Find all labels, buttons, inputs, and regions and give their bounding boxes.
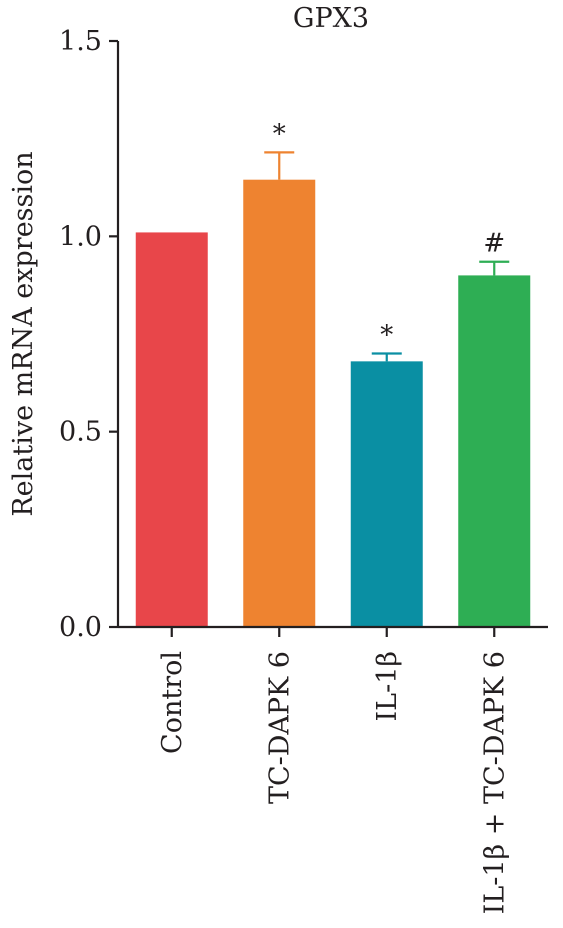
- y-tick-label: 0.5: [59, 417, 102, 448]
- y-tick-label: 0.0: [59, 612, 102, 643]
- x-category-label: Control: [157, 651, 188, 754]
- x-category-label: TC-DAPK 6: [264, 651, 295, 804]
- chart-title: GPX3: [293, 3, 369, 34]
- plot-area: 0.0 0.5 1.0 1.5 Control * TC-DAPK 6 * IL-1β # IL-1…: [59, 26, 531, 914]
- x-category-label: IL-1β: [372, 651, 403, 722]
- bar: [243, 179, 316, 628]
- significance-marker: #: [483, 229, 505, 259]
- y-tick-label: 1.0: [59, 221, 102, 252]
- bar: [458, 275, 531, 627]
- significance-marker: *: [273, 119, 286, 149]
- significance-marker: *: [380, 321, 393, 351]
- x-category-label: IL-1β + TC-DAPK 6: [479, 651, 510, 914]
- y-tick-label: 1.5: [59, 26, 102, 57]
- y-axis-label: Relative mRNA expression: [8, 151, 39, 516]
- bar: [350, 361, 423, 627]
- bar: [135, 232, 208, 627]
